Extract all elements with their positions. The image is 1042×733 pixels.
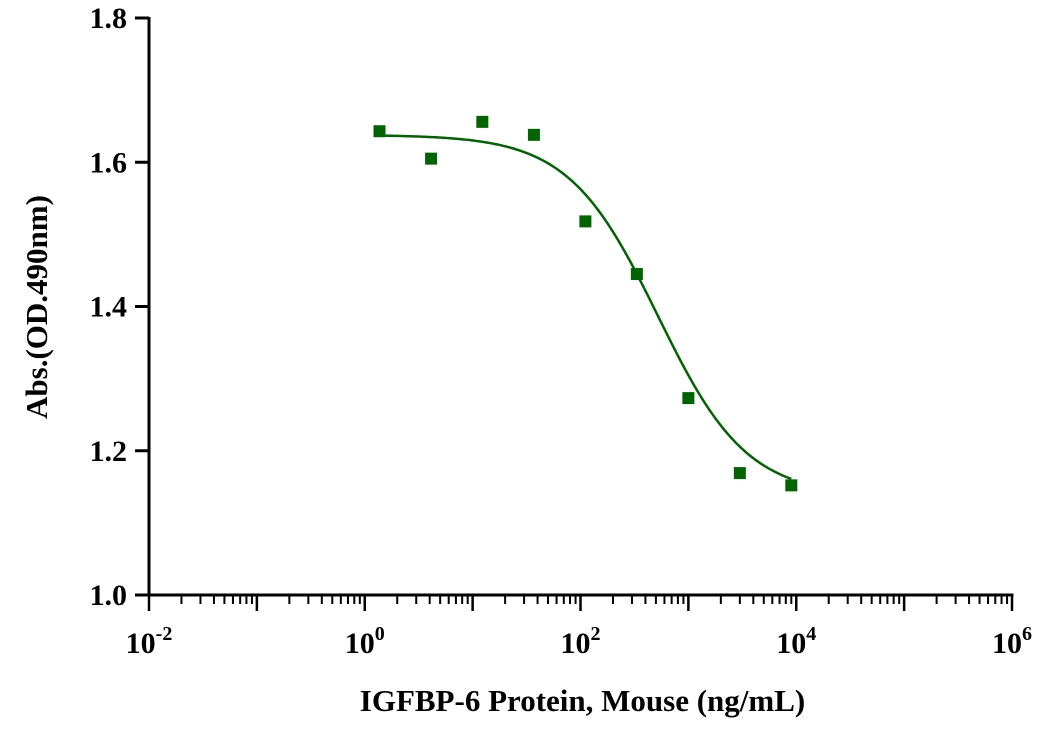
x-tick-label-base: 10	[345, 627, 375, 660]
data-point	[682, 392, 695, 405]
x-tick-label-exponent: 4	[806, 623, 816, 645]
x-tick-label-base: 10	[776, 627, 806, 660]
labels: IGFBP-6 Protein, Mouse (ng/mL) Abs.(OD.4…	[19, 195, 805, 718]
x-tick-label-exponent: 2	[591, 623, 601, 645]
x-tick-label-exponent: -2	[156, 623, 173, 645]
fit-curve-layer	[379, 134, 792, 481]
x-axis-title: IGFBP-6 Protein, Mouse (ng/mL)	[360, 683, 805, 718]
x-tick-label-exponent: 0	[375, 623, 385, 645]
y-tick-label: 1.2	[90, 435, 128, 468]
x-tick-label: 102	[561, 623, 601, 660]
x-tick-label: 100	[345, 623, 385, 660]
y-axis-title: Abs.(OD.490nm)	[19, 195, 54, 419]
x-tick-label: 106	[992, 623, 1032, 660]
y-tick-label: 1.0	[90, 579, 128, 612]
data-points	[373, 115, 798, 492]
x-tick-label-exponent: 6	[1022, 623, 1032, 645]
data-point	[425, 152, 438, 165]
x-tick-label: 10-2	[126, 623, 173, 660]
x-tick-label-base: 10	[561, 627, 591, 660]
data-point	[527, 128, 540, 141]
y-tick-label: 1.4	[90, 291, 128, 324]
data-point	[579, 215, 592, 228]
data-point	[373, 125, 386, 138]
data-point	[785, 479, 798, 492]
x-tick-label: 104	[776, 623, 816, 660]
data-point	[733, 467, 746, 480]
x-tick-label-base: 10	[992, 627, 1022, 660]
data-point	[476, 115, 489, 128]
y-tick-label: 1.6	[90, 146, 128, 179]
x-tick-label-base: 10	[126, 627, 156, 660]
y-tick-label: 1.8	[90, 2, 128, 35]
fit-curve	[379, 134, 792, 481]
axes: 1.01.21.41.61.810-2 100 102 104 106	[90, 2, 1033, 660]
data-point	[630, 268, 643, 281]
